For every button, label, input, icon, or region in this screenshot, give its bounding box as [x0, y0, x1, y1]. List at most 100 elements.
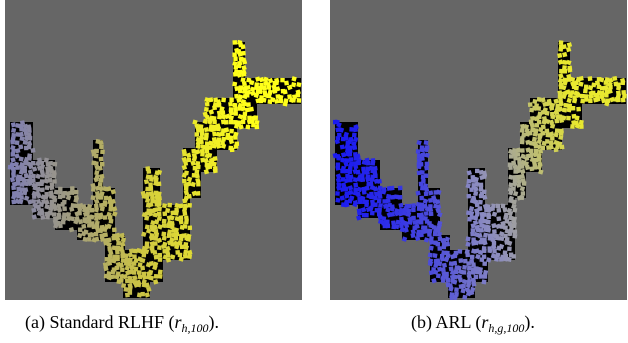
trajectory-point	[240, 106, 246, 112]
trajectory-point	[73, 189, 79, 195]
trajectory-point	[473, 239, 480, 246]
trajectory-point	[173, 210, 179, 216]
trajectory-point	[167, 229, 173, 235]
trajectory-point	[181, 164, 188, 171]
trajectory-point	[153, 273, 159, 279]
trajectory-point	[39, 164, 46, 170]
trajectory-point	[511, 160, 517, 166]
trajectory-point	[162, 211, 168, 217]
trajectory-point	[93, 161, 99, 166]
trajectory-point	[520, 168, 526, 175]
trajectory-point	[364, 185, 370, 191]
trajectory-point	[492, 229, 497, 234]
trajectory-point	[546, 101, 552, 107]
trajectory-point	[118, 262, 125, 268]
trajectory-point	[39, 181, 44, 187]
trajectory-point	[269, 96, 276, 103]
trajectory-point	[385, 193, 392, 199]
trajectory-point	[98, 202, 104, 208]
trajectory-point	[26, 124, 32, 130]
trajectory-point	[237, 113, 244, 120]
trajectory-point	[418, 220, 424, 225]
trajectory-point	[216, 102, 222, 108]
trajectory-point	[482, 261, 488, 267]
trajectory-point	[609, 96, 615, 103]
trajectory-point	[511, 203, 517, 210]
trajectory-point	[128, 248, 134, 254]
trajectory-point	[249, 79, 255, 86]
trajectory-point	[246, 102, 251, 107]
trajectory-point	[516, 156, 522, 162]
trajectory-point	[435, 199, 441, 205]
trajectory-point	[466, 278, 472, 284]
trajectory-point	[578, 81, 584, 87]
trajectory-point	[411, 215, 416, 221]
trajectory-point	[486, 257, 492, 263]
trajectory-point	[212, 119, 217, 125]
trajectory-point	[566, 42, 573, 48]
trajectory-point	[435, 273, 441, 279]
trajectory-point	[548, 144, 554, 150]
trajectory-point	[156, 169, 163, 176]
trajectory-point	[165, 223, 171, 229]
trajectory-point	[390, 194, 395, 200]
trajectory-point	[145, 228, 152, 234]
trajectory-point	[340, 157, 346, 163]
trajectory-point	[347, 169, 353, 175]
trajectory-point	[35, 186, 41, 192]
trajectory-point	[536, 105, 542, 111]
trajectory-point	[372, 186, 379, 192]
trajectory-point	[30, 178, 36, 184]
trajectory-point	[208, 109, 215, 115]
trajectory-point	[97, 165, 103, 171]
trajectory-point	[233, 123, 240, 129]
trajectory-point	[207, 119, 213, 125]
trajectory-point	[419, 147, 425, 153]
trajectory-point	[616, 97, 621, 103]
trajectory-point	[182, 211, 188, 217]
trajectory-point	[520, 191, 526, 196]
trajectory-point	[570, 124, 575, 129]
trajectory-point	[414, 235, 421, 242]
trajectory-point	[120, 241, 126, 247]
trajectory-point	[479, 257, 485, 263]
trajectory-point	[368, 181, 374, 187]
trajectory-point	[141, 231, 147, 238]
trajectory-point	[181, 156, 188, 163]
trajectory-point	[444, 236, 451, 243]
trajectory-point	[216, 131, 222, 138]
trajectory-point	[423, 140, 429, 146]
trajectory-point	[365, 176, 371, 182]
trajectory-point	[39, 187, 45, 193]
trajectory-point	[212, 105, 218, 111]
trajectory-point	[554, 128, 560, 134]
trajectory-point	[183, 244, 190, 251]
trajectory-point	[443, 256, 450, 263]
trajectory-point	[336, 185, 342, 191]
trajectory-point	[215, 140, 221, 145]
trajectory-point	[356, 160, 361, 166]
trajectory-point	[361, 189, 367, 195]
trajectory-point	[562, 69, 568, 74]
trajectory-point	[531, 136, 538, 142]
trajectory-point	[157, 224, 163, 230]
trajectory-point	[211, 126, 217, 133]
trajectory-point	[444, 274, 449, 279]
trajectory-point	[352, 127, 359, 133]
trajectory-point	[562, 107, 568, 113]
trajectory-point	[347, 165, 353, 171]
trajectory-point	[241, 59, 248, 65]
trajectory-point	[445, 277, 451, 283]
trajectory-point	[144, 282, 150, 288]
trajectory-point	[424, 161, 430, 167]
trajectory-point	[553, 109, 560, 116]
trajectory-point	[257, 89, 263, 95]
trajectory-point	[561, 93, 567, 100]
trajectory-point	[351, 132, 357, 138]
trajectory-point	[506, 256, 512, 262]
trajectory-point	[562, 65, 567, 71]
trajectory-point	[536, 157, 542, 163]
trajectory-point	[238, 124, 244, 130]
trajectory-point	[596, 77, 602, 82]
trajectory-point	[94, 220, 100, 226]
